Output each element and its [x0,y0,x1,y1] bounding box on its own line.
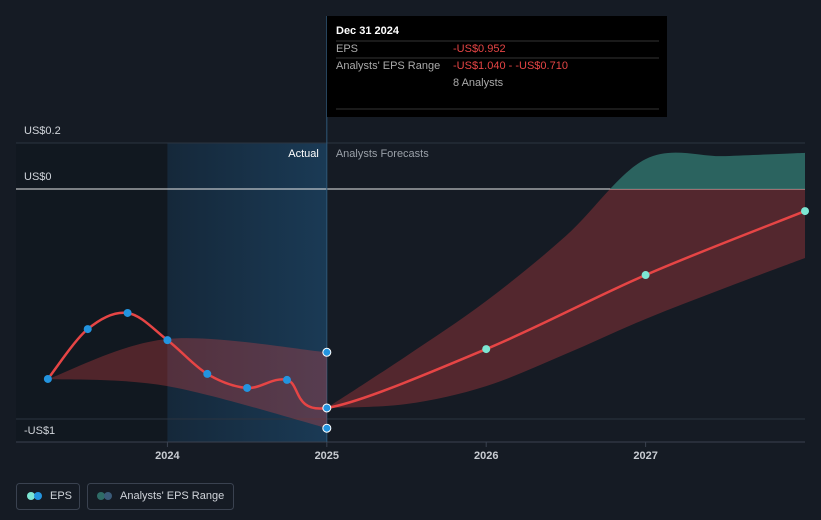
tooltip-label: EPS [336,43,358,55]
actual-region [167,143,327,442]
eps-point [123,308,132,317]
range-point [322,423,332,433]
legend-swatch [97,492,105,500]
plot [43,152,809,433]
legend-box[interactable] [87,483,234,510]
eps-point [482,345,491,354]
eps-point [163,336,172,345]
legend-label: Analysts' EPS Range [120,490,224,502]
range-area [326,189,805,408]
legend-swatch [27,492,35,500]
tooltip-date: Dec 31 2024 [336,25,400,37]
range-point [322,347,332,357]
tooltip-label: Analysts' EPS Range [336,60,440,72]
tooltip-value: -US$0.952 [453,43,506,55]
y-tick-label: -US$1 [24,425,55,437]
legend-label: EPS [50,490,72,502]
eps-point [282,375,291,384]
range-area [47,338,327,429]
legend: EPS Analysts' EPS Range [16,483,234,510]
legend-box[interactable] [16,483,80,510]
y-tick-label: US$0 [24,171,52,183]
eps-point [43,374,52,383]
eps-point [322,403,332,413]
x-tick-label: 2025 [315,450,339,462]
actual-label: Actual [288,148,319,160]
range-area-positive [610,152,805,189]
y-tick-label: US$0.2 [24,125,61,137]
eps-point [641,271,650,280]
eps-point [203,369,212,378]
past-region [16,143,168,442]
tooltip-box [327,16,667,117]
x-tick-label: 2026 [474,450,498,462]
tooltip-analysts: 8 Analysts [453,77,504,89]
forecast-label: Analysts Forecasts [336,148,429,160]
background: Actual Analysts Forecasts US$0.2 US$0 -US$1 2… [16,16,805,462]
legend-swatch [34,492,42,500]
eps-point [243,383,252,392]
tooltip: Dec 31 2024 EPS -US$0.952 Analysts' EPS … [327,16,667,117]
tooltip-value: -US$1.040 - -US$0.710 [453,60,568,72]
legend-swatch [104,492,112,500]
x-tick-label: 2027 [633,450,657,462]
eps-point [801,207,809,216]
x-tick-label: 2024 [155,450,180,462]
eps-point [83,325,92,334]
